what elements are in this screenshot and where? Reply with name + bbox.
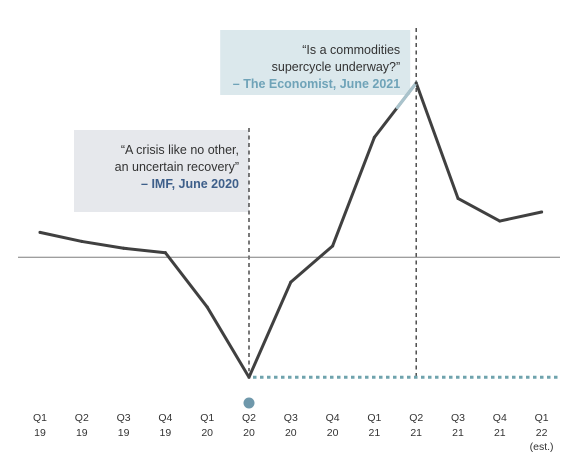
data-point <box>331 244 335 248</box>
x-tick-year: 20 <box>243 427 255 439</box>
series-segment <box>122 246 167 255</box>
data-point <box>122 246 126 250</box>
series-segment <box>498 210 544 223</box>
series-segment <box>80 239 126 250</box>
x-tick-year: 19 <box>76 427 88 439</box>
annotation-quote-line: an uncertain recovery” <box>115 160 239 174</box>
series-segment <box>163 251 209 309</box>
x-axis-ticks: Q1 19 Q2 19 Q3 19 Q4 19 Q1 20 Q2 20 Q3 20 Q4 20 Q1 21 Q2 21… <box>33 412 554 453</box>
series-segment <box>456 196 502 223</box>
series-segment-highlight <box>395 81 418 110</box>
x-tick-quarter: Q4 <box>158 412 172 424</box>
series-line <box>38 81 544 379</box>
data-point <box>456 196 460 200</box>
data-point <box>498 219 502 223</box>
series-segment <box>38 230 84 243</box>
trough-marker <box>243 397 255 409</box>
x-tick-year: 20 <box>201 427 213 439</box>
x-tick-year: 21 <box>452 427 464 439</box>
x-tick-year: 21 <box>369 427 381 439</box>
x-tick-quarter: Q2 <box>409 412 423 424</box>
x-tick-year: 22 <box>536 427 548 439</box>
data-point <box>414 81 418 85</box>
data-point <box>247 375 251 379</box>
annotation-quote-line: “Is a commodities <box>302 43 400 57</box>
data-point <box>205 305 209 309</box>
x-tick-quarter: Q2 <box>75 412 89 424</box>
x-tick-quarter: Q3 <box>451 412 465 424</box>
x-tick-quarter: Q1 <box>367 412 381 424</box>
series-segment <box>289 244 335 284</box>
x-tick-quarter: Q1 <box>33 412 47 424</box>
x-tick-quarter: Q3 <box>117 412 131 424</box>
annotation-box <box>74 130 249 212</box>
data-point <box>289 280 293 284</box>
data-point <box>163 251 167 255</box>
annotation-source: – IMF, June 2020 <box>141 177 239 191</box>
annotation-quote-line: “A crisis like no other, <box>121 143 239 157</box>
data-point <box>540 210 544 214</box>
x-tick-year: 20 <box>285 427 297 439</box>
data-point <box>80 239 84 243</box>
annotation-box <box>220 30 411 95</box>
series-segment <box>331 135 376 248</box>
annotation-quote-line: supercycle underway?” <box>272 60 401 74</box>
annotation-source: – The Economist, June 2021 <box>233 77 400 91</box>
x-tick-year: 20 <box>327 427 339 439</box>
x-tick-quarter: Q4 <box>493 412 507 424</box>
x-tick-year: 19 <box>160 427 172 439</box>
series-points <box>38 81 544 379</box>
x-tick-year: 19 <box>118 427 130 439</box>
x-tick-note: (est.) <box>530 441 554 453</box>
x-tick-quarter: Q1 <box>535 412 549 424</box>
annotations: “A crisis like no other, an uncertain rec… <box>74 28 417 378</box>
x-tick-quarter: Q4 <box>326 412 340 424</box>
x-tick-quarter: Q1 <box>200 412 214 424</box>
series-segment <box>205 305 251 379</box>
x-tick-quarter: Q2 <box>242 412 256 424</box>
data-point <box>372 135 376 139</box>
x-tick-year: 21 <box>410 427 422 439</box>
data-point <box>38 230 42 234</box>
series-segment <box>414 81 460 200</box>
x-tick-year: 19 <box>34 427 46 439</box>
x-tick-quarter: Q3 <box>284 412 298 424</box>
x-tick-year: 21 <box>494 427 506 439</box>
series-segment <box>247 280 293 379</box>
